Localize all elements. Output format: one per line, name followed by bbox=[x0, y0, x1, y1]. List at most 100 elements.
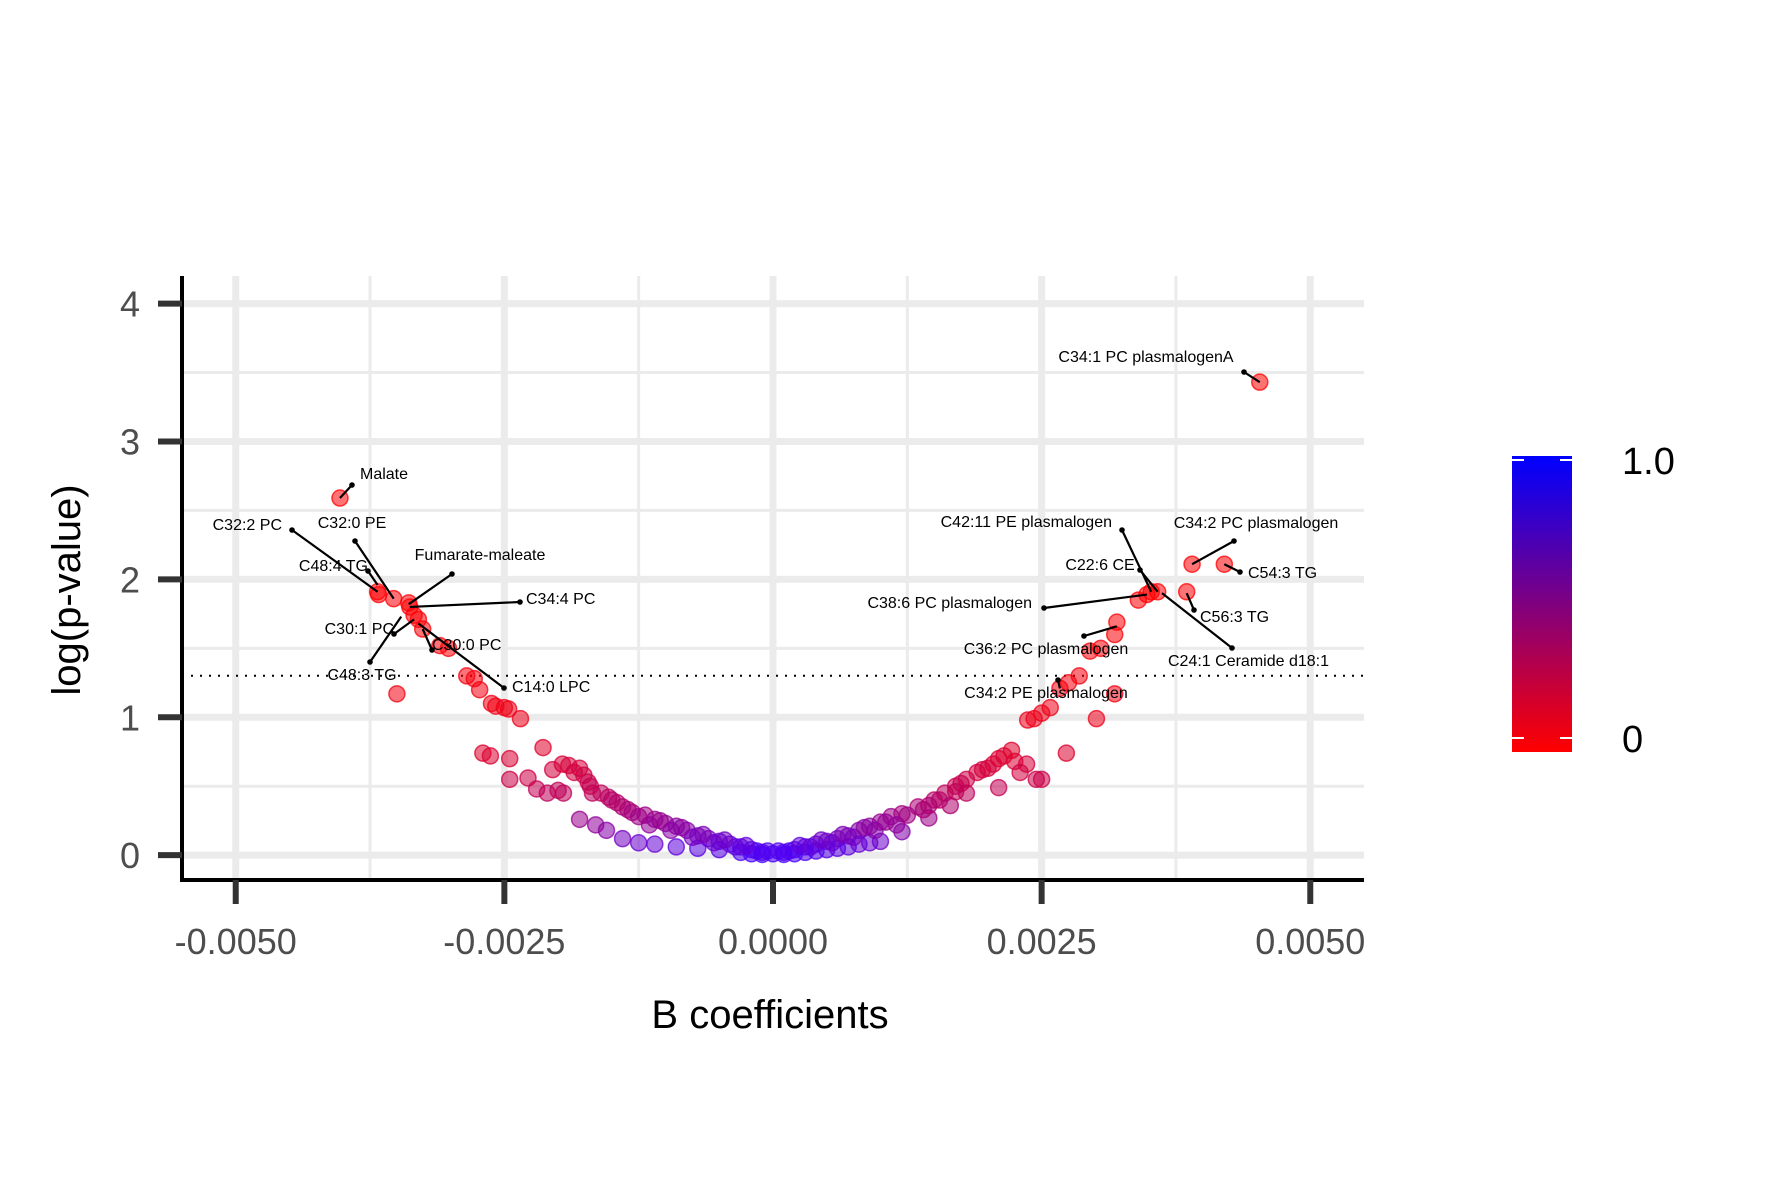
color-legend-min-label: 0 bbox=[1622, 719, 1643, 761]
data-point bbox=[1105, 685, 1124, 703]
data-point bbox=[898, 806, 917, 824]
data-point bbox=[855, 818, 874, 837]
annotation-label: C32:2 PC bbox=[213, 517, 282, 534]
y-tick-label: 3 bbox=[120, 421, 140, 462]
annotation-label: C34:1 PC plasmalogenA bbox=[1058, 349, 1234, 366]
data-point bbox=[500, 749, 519, 768]
data-point bbox=[519, 769, 537, 787]
data-point bbox=[791, 836, 809, 855]
annotation-leader bbox=[1043, 593, 1148, 610]
annotation-leader bbox=[354, 540, 395, 600]
data-point bbox=[834, 825, 852, 844]
annotation-leader-end bbox=[449, 571, 455, 577]
annotation-leader-end bbox=[1229, 645, 1235, 651]
annotation-leader bbox=[1161, 592, 1233, 649]
annotation-leader bbox=[421, 628, 434, 651]
data-point bbox=[989, 778, 1008, 797]
data-point bbox=[667, 838, 686, 856]
annotation-label: C34:2 PE plasmalogen bbox=[964, 685, 1128, 702]
data-point bbox=[608, 794, 626, 812]
annotation-label: C14:0 LPC bbox=[512, 679, 590, 696]
point-annotations: C34:1 PC plasmalogenA Malate C32:2 PC C32:0… bbox=[213, 349, 1339, 702]
annotation-leader bbox=[417, 622, 505, 689]
annotation-label: C56:3 TG bbox=[1200, 609, 1269, 626]
annotation-leader bbox=[339, 484, 353, 499]
annotation-leader bbox=[1223, 563, 1241, 573]
x-tick-label: 0.0050 bbox=[1255, 921, 1365, 962]
data-point bbox=[388, 685, 406, 703]
x-tick-label: -0.0050 bbox=[175, 921, 297, 962]
color-legend: 1.0 0 bbox=[1512, 441, 1675, 761]
annotation-label: C34:4 PC bbox=[526, 591, 595, 608]
annotation-label: Malate bbox=[360, 466, 408, 483]
annotation-leader bbox=[1121, 529, 1153, 593]
annotation-leader bbox=[408, 573, 453, 606]
data-point bbox=[543, 760, 562, 779]
data-point bbox=[672, 818, 691, 837]
annotation-label: C54:3 TG bbox=[1248, 565, 1317, 582]
annotation-leader-end bbox=[1119, 527, 1125, 533]
x-axis-title: B coefficients bbox=[651, 993, 888, 1037]
data-point bbox=[646, 835, 664, 853]
x-tick-label: 0.0000 bbox=[718, 921, 828, 962]
data-point bbox=[1057, 744, 1076, 762]
annotation-label: Fumarate-maleate bbox=[415, 547, 546, 564]
data-point bbox=[581, 777, 600, 795]
data-point bbox=[1002, 741, 1021, 760]
axes bbox=[158, 276, 1364, 904]
annotation-label: C48:4 TG bbox=[299, 558, 368, 575]
y-tick-label: 4 bbox=[120, 284, 140, 325]
data-point bbox=[715, 831, 734, 849]
annotation-leader-end bbox=[1055, 677, 1061, 683]
annotation-label: C36:2 PC plasmalogen bbox=[964, 641, 1129, 658]
annotation-label: C22:6 CE bbox=[1065, 557, 1134, 574]
annotation-leader bbox=[367, 570, 379, 586]
data-point bbox=[812, 831, 831, 849]
annotation-leader-end bbox=[517, 599, 523, 605]
annotation-leader-end bbox=[367, 659, 373, 665]
annotation-leader-end bbox=[289, 527, 295, 533]
data-point bbox=[534, 738, 552, 757]
annotation-leader-end bbox=[352, 538, 358, 544]
annotation-leader bbox=[1243, 371, 1261, 384]
annotation-leader-end bbox=[501, 685, 507, 691]
data-point bbox=[481, 747, 500, 765]
x-tick-label: -0.0025 bbox=[443, 921, 565, 962]
data-points bbox=[331, 373, 1269, 864]
data-point bbox=[570, 810, 589, 829]
y-tick-label: 0 bbox=[120, 835, 140, 876]
annotation-leader-end bbox=[391, 631, 397, 637]
annotation-leader bbox=[409, 600, 521, 609]
annotation-leader bbox=[1139, 569, 1159, 593]
annotation-leader-end bbox=[1231, 538, 1237, 544]
annotation-leader bbox=[369, 615, 403, 663]
annotation-leader bbox=[1191, 540, 1235, 566]
data-point bbox=[1177, 583, 1196, 601]
annotation-label: C24:1 Ceramide d18:1 bbox=[1168, 653, 1329, 670]
data-point bbox=[1087, 709, 1106, 728]
annotation-leader-end bbox=[1237, 569, 1243, 575]
annotation-label: C38:6 PC plasmalogen bbox=[867, 595, 1032, 612]
color-legend-bar bbox=[1512, 456, 1572, 752]
annotation-leader-end bbox=[349, 482, 355, 488]
annotation-leader-end bbox=[1241, 369, 1247, 375]
annotation-leader bbox=[1185, 592, 1196, 611]
annotation-label: C32:0 PE bbox=[318, 515, 386, 532]
data-point bbox=[946, 782, 965, 801]
data-point bbox=[1027, 770, 1046, 789]
data-point bbox=[1018, 711, 1037, 729]
annotation-leader-end bbox=[365, 568, 371, 574]
annotation-label: C30:1 PC bbox=[325, 621, 394, 638]
annotation-leader bbox=[1083, 625, 1118, 638]
annotation-leader-end bbox=[1137, 567, 1143, 573]
data-point bbox=[877, 813, 895, 831]
data-point bbox=[651, 811, 669, 830]
annotation-leader-end bbox=[1191, 607, 1197, 613]
annotation-label: C30:0 PC bbox=[432, 637, 501, 654]
annotation-label: C34:2 PC plasmalogen bbox=[1174, 515, 1339, 532]
color-legend-max-label: 1.0 bbox=[1622, 441, 1675, 483]
annotation-leader-end bbox=[1081, 633, 1087, 639]
data-point bbox=[694, 825, 712, 844]
data-point bbox=[586, 816, 605, 834]
data-point bbox=[500, 770, 519, 789]
